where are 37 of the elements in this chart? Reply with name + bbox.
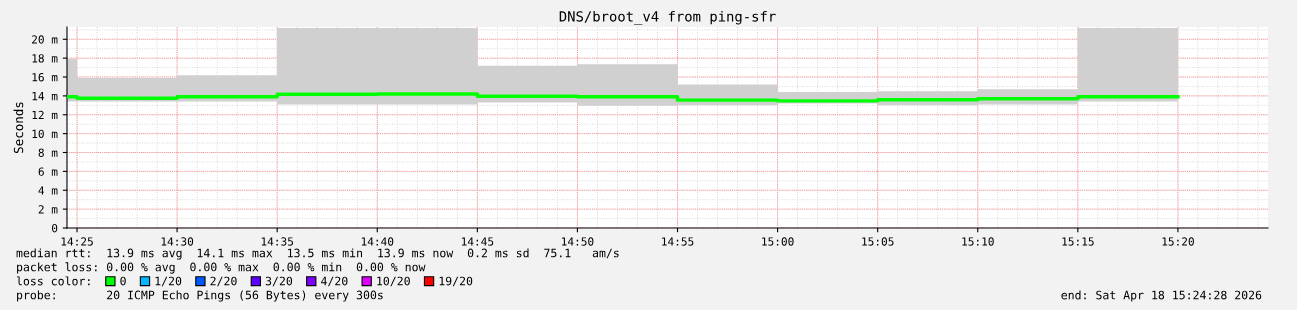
legend-label: 1/20 [155,276,182,287]
y-tick-label: 18 m [32,54,58,63]
chart-title: DNS/broot_v4 from ping-sfr [559,10,776,25]
x-tick-label: 14:40 [361,237,394,246]
x-tick-label: 14:25 [61,237,93,246]
y-tick-label: 2 m [38,205,58,214]
y-tick-label: 10 m [32,129,58,139]
legend-label: 3/20 [265,276,293,287]
y-tick-label: 6 m [38,167,58,176]
y-tick-label: 0 [52,224,58,233]
legend-label: 0 [120,276,126,286]
y-tick-label: 14 m [32,92,58,101]
legend-label: 19/20 [439,276,473,287]
y-tick-label: 12 m [32,110,58,120]
text: probe: 20 ICMP Echo Pings (56 Bytes) every 300s [17,290,383,302]
x-tick-label: 15:10 [962,237,994,246]
text: median rtt: 13.9 ms avg 14.1 ms max 13.5 ms min 13.9 ms now 0.2 ms sd 75.1 am/s [16,248,619,260]
y-axis-title: Seconds [13,102,24,153]
legend-label: 2/20 [210,276,237,287]
x-tick-label: 14:45 [461,237,494,246]
text: packet loss: 0.00 % avg 0.00 % max 0.00 % min 0.00 % now [17,262,426,274]
x-tick-label: 14:50 [562,237,594,246]
x-tick-label: 15:00 [762,237,794,246]
text: end: Sat Apr 18 15:24:28 2026 [1061,290,1262,302]
x-tick-label: 14:35 [261,237,294,246]
y-tick-label: 4 m [38,186,58,195]
x-tick-label: 15:05 [862,237,894,246]
x-tick-label: 15:15 [1062,237,1094,246]
x-tick-label: 14:55 [662,237,694,246]
x-tick-label: 14:30 [161,237,194,246]
legend-label: 10/20 [377,276,410,287]
legend-label: 4/20 [321,276,348,287]
y-tick-label: 20 m [32,35,58,44]
y-tick-label: 16 m [32,73,58,82]
legend-title: loss color: [16,276,90,286]
x-tick-label: 15:20 [1162,237,1194,246]
y-tick-label: 8 m [38,148,58,157]
